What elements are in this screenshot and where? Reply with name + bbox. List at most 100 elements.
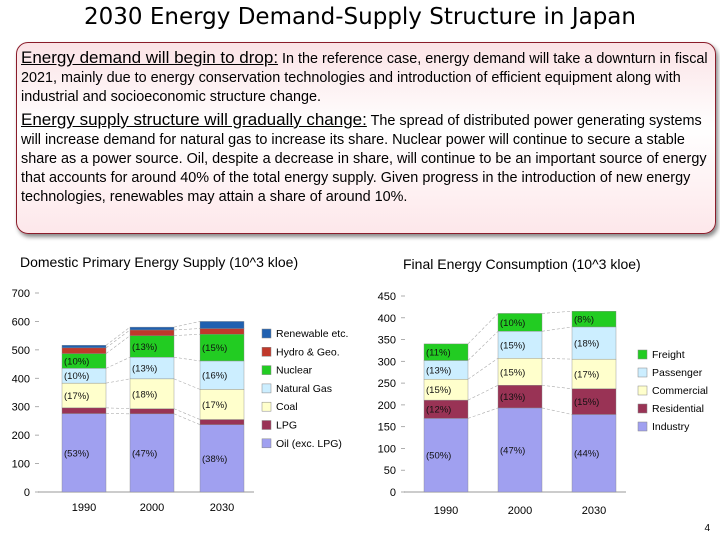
primary-legend-label-renewable-etc: Renewable etc. [276,328,348,340]
chart-primary-title: Domestic Primary Energy Supply (10^3 klo… [20,254,299,270]
primary-connector-line [105,407,131,410]
final-data-label-commercial-1990: (15%) [426,385,451,396]
final-ytick-label: 250 [378,378,396,390]
final-ytick-label: 0 [390,487,396,499]
final-legend-swatch-commercial [637,385,648,396]
final-category-label: 2030 [582,505,606,517]
final-ytick-label: 200 [378,400,396,412]
primary-legend-label-lpg: LPG [276,420,297,432]
final-bar-industry-2030 [571,414,617,493]
paragraph-supply-heading: Energy supply structure will gradually c… [21,110,367,129]
primary-category-label: 1990 [72,502,96,514]
final-legend-label-freight: Freight [652,349,685,361]
final-legend-label-residential: Residential [652,403,704,415]
primary-bar-lpg-2000 [129,408,175,415]
final-connector-line [467,313,499,345]
final-legend-swatch-residential [637,403,648,414]
primary-connector-line [173,356,201,362]
final-bar-freight-1990 [423,343,469,361]
primary-legend-label-nuclear: Nuclear [276,365,313,377]
final-data-label-commercial-2000: (15%) [500,367,525,378]
primary-legend-swatch-nuclear [261,365,272,375]
primary-bar-coal-2000 [129,378,175,409]
primary-data-label-oil-exc-lpg-1990: (53%) [64,448,89,459]
primary-connector-line [105,329,131,349]
primary-legend-swatch-coal [261,401,272,412]
primary-ytick-label: 700 [12,288,30,300]
final-ytick-label: 50 [384,465,396,477]
primary-bar-renewable-etc-2030 [199,321,245,329]
primary-connector-line [105,356,131,369]
primary-ytick-label: 100 [12,459,30,471]
final-bar-passenger-2000 [497,331,543,359]
final-connector-line [541,384,573,390]
primary-data-label-nuclear-1990: (10%) [64,356,89,367]
final-legend-swatch-industry [637,421,648,432]
primary-ytick-label: 0 [24,487,30,499]
primary-data-label-oil-exc-lpg-2030: (38%) [202,454,227,465]
primary-ytick-label: 400 [12,373,30,385]
final-data-label-residential-1990: (12%) [426,405,451,416]
primary-legend-swatch-renewable-etc [261,328,272,339]
final-bar-freight-2000 [497,313,543,332]
final-connector-line [467,385,499,401]
page-number: 4 [704,523,710,534]
primary-legend-swatch-hydro-geo [261,347,272,357]
primary-bar-hydro-geo-2000 [129,329,175,336]
primary-bar-lpg-1990 [61,407,107,414]
final-connector-line [541,310,573,314]
chart-final-title: Final Energy Consumption (10^3 kloe) [403,256,641,272]
primary-connector-line [173,408,201,420]
final-data-label-industry-2000: (47%) [500,445,525,456]
primary-ytick-label: 600 [12,316,30,328]
primary-category-label: 2000 [140,502,164,514]
primary-connector-line [173,378,201,390]
primary-legend-label-oil-exc-lpg: Oil (exc. LPG) [276,438,342,450]
primary-data-label-coal-2000: (18%) [132,389,157,400]
final-ytick-label: 400 [378,313,396,325]
primary-legend-label-hydro-geo: Hydro & Geo. [276,346,340,358]
primary-bar-coal-2030 [199,389,245,420]
final-ytick-label: 300 [378,356,396,368]
final-legend-swatch-freight [637,349,648,360]
primary-legend-label-natural-gas: Natural Gas [276,383,332,395]
primary-bar-renewable-etc-1990 [61,345,107,349]
primary-legend-swatch-natural-gas [261,383,272,394]
primary-ytick-label: 500 [12,345,30,357]
primary-data-label-natural-gas-2000: (13%) [132,364,157,375]
primary-bar-hydro-geo-1990 [61,347,107,354]
primary-bar-nuclear-2030 [199,334,245,362]
final-data-label-residential-2030: (15%) [574,397,599,408]
final-bar-industry-1990 [423,418,469,493]
final-bar-commercial-2000 [497,358,543,386]
primary-connector-line [173,413,201,425]
primary-connector-line [173,333,201,336]
final-ytick-label: 150 [378,422,396,434]
final-legend-label-industry: Industry [652,421,690,433]
primary-bar-coal-1990 [61,382,107,409]
final-data-label-passenger-1990: (13%) [426,365,451,376]
final-bar-freight-2030 [571,311,617,328]
final-data-label-passenger-2030: (18%) [574,339,599,350]
final-data-label-commercial-2030: (17%) [574,369,599,380]
paragraph-demand-body: In the reference case, energy demand wil… [21,51,708,105]
primary-connector-line [105,326,131,346]
primary-connector-line [173,328,201,331]
primary-legend-swatch-lpg [261,420,272,430]
paragraph-demand-heading: Energy demand will begin to drop: [21,48,279,67]
primary-data-label-coal-1990: (17%) [64,391,89,402]
final-data-label-industry-1990: (50%) [426,451,451,462]
final-legend-swatch-passenger [637,367,648,378]
final-bar-residential-2030 [571,388,617,415]
final-ytick-label: 350 [378,335,396,347]
primary-ytick-label: 200 [12,430,30,442]
primary-data-label-oil-exc-lpg-2000: (47%) [132,448,157,459]
primary-connector-line [105,378,131,384]
primary-bar-natural-gas-2030 [199,360,245,390]
primary-ytick-label: 300 [12,402,30,414]
paragraph-supply-body: The spread of distributed power generati… [21,113,707,205]
final-data-label-freight-2000: (10%) [500,318,525,329]
primary-data-label-nuclear-2000: (13%) [132,342,157,353]
final-connector-line [541,407,573,415]
